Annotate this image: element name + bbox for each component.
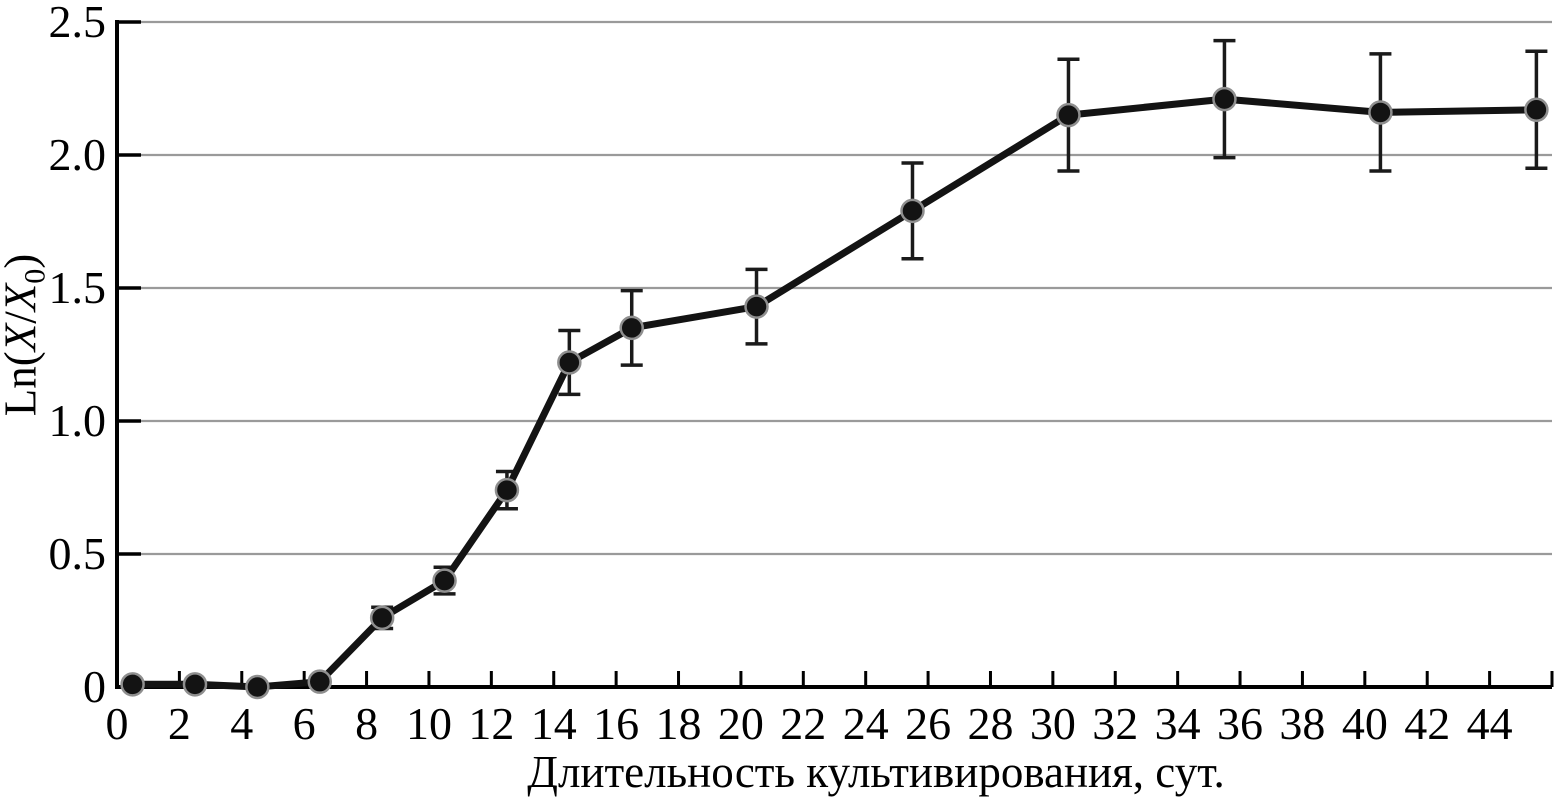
x-tick-label: 16: [593, 698, 639, 749]
y-axis-title-part: /: [0, 311, 46, 324]
data-point-marker: [1368, 100, 1393, 125]
x-tick-label: 6: [293, 698, 316, 749]
data-point-marker: [557, 350, 582, 375]
y-axis-title-part: ): [0, 253, 46, 269]
x-tick-label: 22: [780, 698, 826, 749]
y-tick-label: 1.5: [49, 262, 107, 313]
x-tick-label: 4: [230, 698, 253, 749]
data-point-marker: [1056, 102, 1081, 128]
y-axis-title-part: Ln(: [0, 351, 46, 417]
tick-marks-group: [117, 20, 1554, 687]
x-tick-label: 12: [468, 698, 514, 749]
x-tick-label: 36: [1217, 698, 1263, 749]
x-tick-label: 38: [1279, 698, 1325, 749]
x-tick-label: 2: [168, 698, 191, 749]
x-tick-label: 18: [656, 698, 702, 749]
x-tick-label: 32: [1092, 698, 1138, 749]
error-bars-group: [371, 38, 1548, 631]
x-tick-label: 14: [531, 698, 577, 749]
data-point-marker: [245, 674, 270, 700]
y-tick-label: 0.5: [49, 528, 107, 579]
x-tick-label: 40: [1342, 698, 1388, 749]
x-tick-label: 34: [1155, 698, 1201, 749]
x-tick-label: 30: [1030, 698, 1076, 749]
x-tick-label: 26: [905, 698, 951, 749]
data-point-marker: [307, 669, 333, 694]
data-point-marker: [619, 315, 644, 341]
gridlines-group: [117, 20, 1552, 556]
data-point-marker: [744, 294, 769, 319]
data-point-marker: [494, 477, 520, 503]
y-axis-title-subscript: 0: [18, 268, 52, 284]
y-axis-title: Ln(X/X0): [0, 254, 52, 417]
x-tick-label: 42: [1404, 698, 1450, 749]
data-point-marker: [1524, 97, 1549, 123]
data-point-marker: [369, 605, 395, 631]
data-point-marker: [182, 672, 208, 697]
tick-labels-group: 0 2 4 6 8 10 12 14 16 18 20 22 24 26 28 30 32 34 36 38 40 42 4…: [49, 0, 1513, 749]
x-tick-label: 10: [406, 698, 452, 749]
y-tick-label: 1.0: [49, 395, 107, 446]
axes-group: [115, 20, 1552, 689]
data-points-group: [120, 86, 1549, 700]
data-point-marker: [1212, 86, 1237, 112]
data-point-marker: [120, 672, 145, 697]
x-tick-label: 44: [1467, 698, 1513, 749]
x-tick-label: 28: [967, 698, 1013, 749]
x-tick-label: 20: [718, 698, 764, 749]
x-tick-label: 8: [355, 698, 378, 749]
y-axis-title-var: X: [0, 283, 46, 312]
x-tick-label: 0: [106, 698, 129, 749]
data-point-marker: [900, 198, 925, 224]
data-line: [129, 95, 1540, 691]
y-tick-label: 2.0: [49, 129, 107, 180]
x-axis-title: Длительность культивирования, сут.: [527, 747, 1225, 797]
y-axis-title-var: X: [0, 323, 46, 352]
data-line-group: [129, 95, 1540, 691]
data-point-marker: [432, 568, 457, 593]
y-tick-label: 2.5: [49, 0, 107, 47]
x-tick-label: 24: [843, 698, 889, 749]
y-tick-label: 0: [83, 661, 106, 712]
